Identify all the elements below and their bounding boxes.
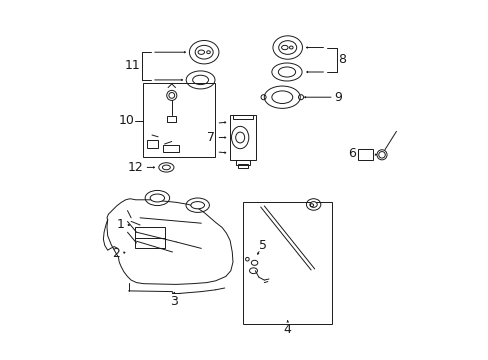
Bar: [232, 115, 253, 119]
Bar: [142, 83, 215, 157]
Text: 8: 8: [337, 53, 346, 66]
Text: 9: 9: [334, 91, 342, 104]
Text: 1: 1: [117, 219, 125, 231]
Text: 7: 7: [206, 131, 215, 144]
Text: 3: 3: [170, 295, 178, 308]
Bar: [163, 145, 179, 152]
Text: 10: 10: [119, 114, 134, 127]
Text: 2: 2: [112, 247, 120, 260]
Text: 11: 11: [124, 59, 140, 72]
Bar: [235, 160, 250, 165]
Bar: [147, 140, 158, 148]
Ellipse shape: [150, 194, 164, 202]
Text: 12: 12: [127, 161, 142, 174]
Ellipse shape: [168, 93, 174, 98]
Text: 4: 4: [283, 323, 291, 336]
Ellipse shape: [190, 202, 204, 209]
Bar: [243, 202, 332, 324]
Bar: [357, 149, 372, 160]
Bar: [167, 116, 176, 122]
Text: 5: 5: [258, 239, 266, 252]
Text: 6: 6: [347, 147, 355, 160]
Bar: [230, 115, 256, 160]
Bar: [238, 164, 247, 168]
Ellipse shape: [378, 152, 385, 158]
Bar: [134, 227, 165, 248]
Ellipse shape: [309, 202, 317, 207]
